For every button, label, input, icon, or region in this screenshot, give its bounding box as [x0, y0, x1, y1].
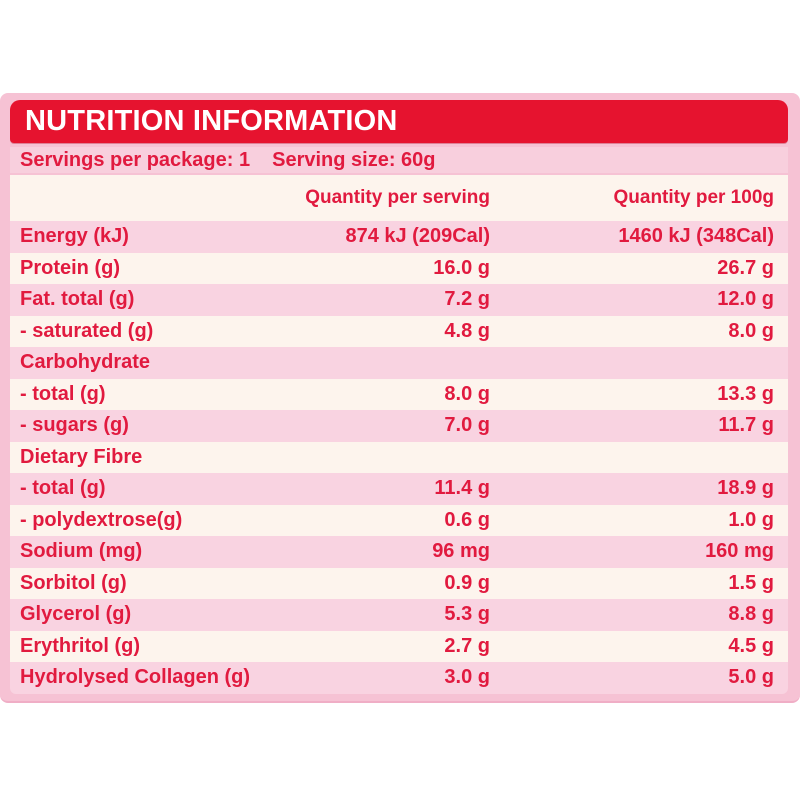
nutrient-label: Dietary Fibre: [20, 445, 143, 468]
table-row-sodium: Sodium (mg) 96 mg 160 mg: [10, 536, 788, 568]
per-100g-value: 13.3 g: [717, 382, 774, 405]
table-row-erythritol: Erythritol (g) 2.7 g 4.5 g: [10, 630, 788, 662]
table-row-sugars: - sugars (g) 7.0 g 11.7 g: [10, 410, 788, 442]
nutrition-title-bar: NUTRITION INFORMATION: [10, 100, 788, 143]
page-title: NUTRITION INFORMATION: [25, 105, 398, 137]
per-100g-value: 18.9 g: [717, 477, 774, 500]
nutrient-label: Erythritol (g): [20, 634, 140, 657]
servings-per-package: Servings per package: 1: [20, 148, 251, 171]
nutrient-label: Protein (g): [20, 256, 120, 279]
nutrient-label: Hydrolysed Collagen (g): [20, 666, 251, 689]
nutrition-panel: NUTRITION INFORMATION Servings per packa…: [0, 93, 800, 703]
per-serving-value: 7.2 g: [444, 288, 490, 311]
per-serving-value: 0.6 g: [444, 508, 490, 531]
per-serving-column-header: Quantity per serving: [305, 187, 490, 208]
per-serving-value: 0.9 g: [444, 571, 490, 594]
table-row-carb-total: - total (g) 8.0 g 13.3 g: [10, 378, 788, 410]
table-row-protein: Protein (g) 16.0 g 26.7 g: [10, 252, 788, 284]
table-row-glycerol: Glycerol (g) 5.3 g 8.8 g: [10, 599, 788, 631]
table-row-dietary-fibre: Dietary Fibre: [10, 441, 788, 473]
per-100g-value: 26.7 g: [717, 256, 774, 279]
table-row-hydrolysed-collagen: Hydrolysed Collagen (g) 3.0 g 5.0 g: [10, 662, 788, 694]
table-row-fibre-total: - total (g) 11.4 g 18.9 g: [10, 473, 788, 505]
table-row-saturated: - saturated (g) 4.8 g 8.0 g: [10, 315, 788, 347]
per-serving-value: 4.8 g: [444, 319, 490, 342]
table-row-fat-total: Fat. total (g) 7.2 g 12.0 g: [10, 284, 788, 316]
per-100g-value: 4.5 g: [728, 634, 774, 657]
per-serving-value: 2.7 g: [444, 634, 490, 657]
nutrient-label: Carbohydrate: [20, 351, 151, 374]
per-100g-value: 11.7 g: [718, 414, 774, 437]
per-serving-value: 3.0 g: [444, 666, 490, 689]
per-100g-value: 5.0 g: [728, 666, 774, 689]
nutrient-label: - saturated (g): [20, 319, 154, 342]
per-100g-value: 12.0 g: [717, 288, 774, 311]
table-row-sorbitol: Sorbitol (g) 0.9 g 1.5 g: [10, 567, 788, 599]
table-row-polydextrose: - polydextrose(g) 0.6 g 1.0 g: [10, 504, 788, 536]
nutrient-label: Sodium (mg): [20, 540, 143, 563]
per-100g-value: 1.5 g: [728, 571, 774, 594]
nutrient-label: Sorbitol (g): [20, 571, 127, 594]
table-row-carbohydrate: Carbohydrate: [10, 347, 788, 379]
table-row-energy: Energy (kJ) 874 kJ (209Cal) 1460 kJ (348…: [10, 221, 788, 253]
per-100g-value: 8.0 g: [728, 319, 774, 342]
nutrient-label: Glycerol (g): [20, 603, 132, 626]
per-serving-value: 11.4 g: [434, 477, 490, 500]
nutrient-label: - polydextrose(g): [20, 508, 183, 531]
nutrient-label: Fat. total (g): [20, 288, 135, 311]
per-100g-value: 1460 kJ (348Cal): [618, 225, 774, 248]
per-100g-value: 1.0 g: [728, 508, 774, 531]
per-serving-value: 8.0 g: [444, 382, 490, 405]
nutrient-label: - sugars (g): [20, 414, 129, 437]
per-serving-value: 5.3 g: [444, 603, 490, 626]
serving-size: Serving size: 60g: [272, 148, 436, 171]
per-100g-value: 8.8 g: [728, 603, 774, 626]
per-100g-column-header: Quantity per 100g: [613, 187, 775, 208]
nutrient-label: Energy (kJ): [20, 225, 129, 248]
per-100g-value: 160 mg: [705, 540, 774, 563]
nutrient-label: - total (g): [20, 382, 106, 405]
per-serving-value: 7.0 g: [444, 414, 490, 437]
serving-info-row: Servings per package: 1 Serving size: 60…: [10, 147, 788, 173]
per-serving-value: 96 mg: [432, 540, 490, 563]
per-serving-value: 874 kJ (209Cal): [345, 225, 490, 248]
per-serving-value: 16.0 g: [433, 256, 490, 279]
column-header-row: Quantity per serving Quantity per 100g: [10, 175, 788, 221]
nutrient-label: - total (g): [20, 477, 106, 500]
